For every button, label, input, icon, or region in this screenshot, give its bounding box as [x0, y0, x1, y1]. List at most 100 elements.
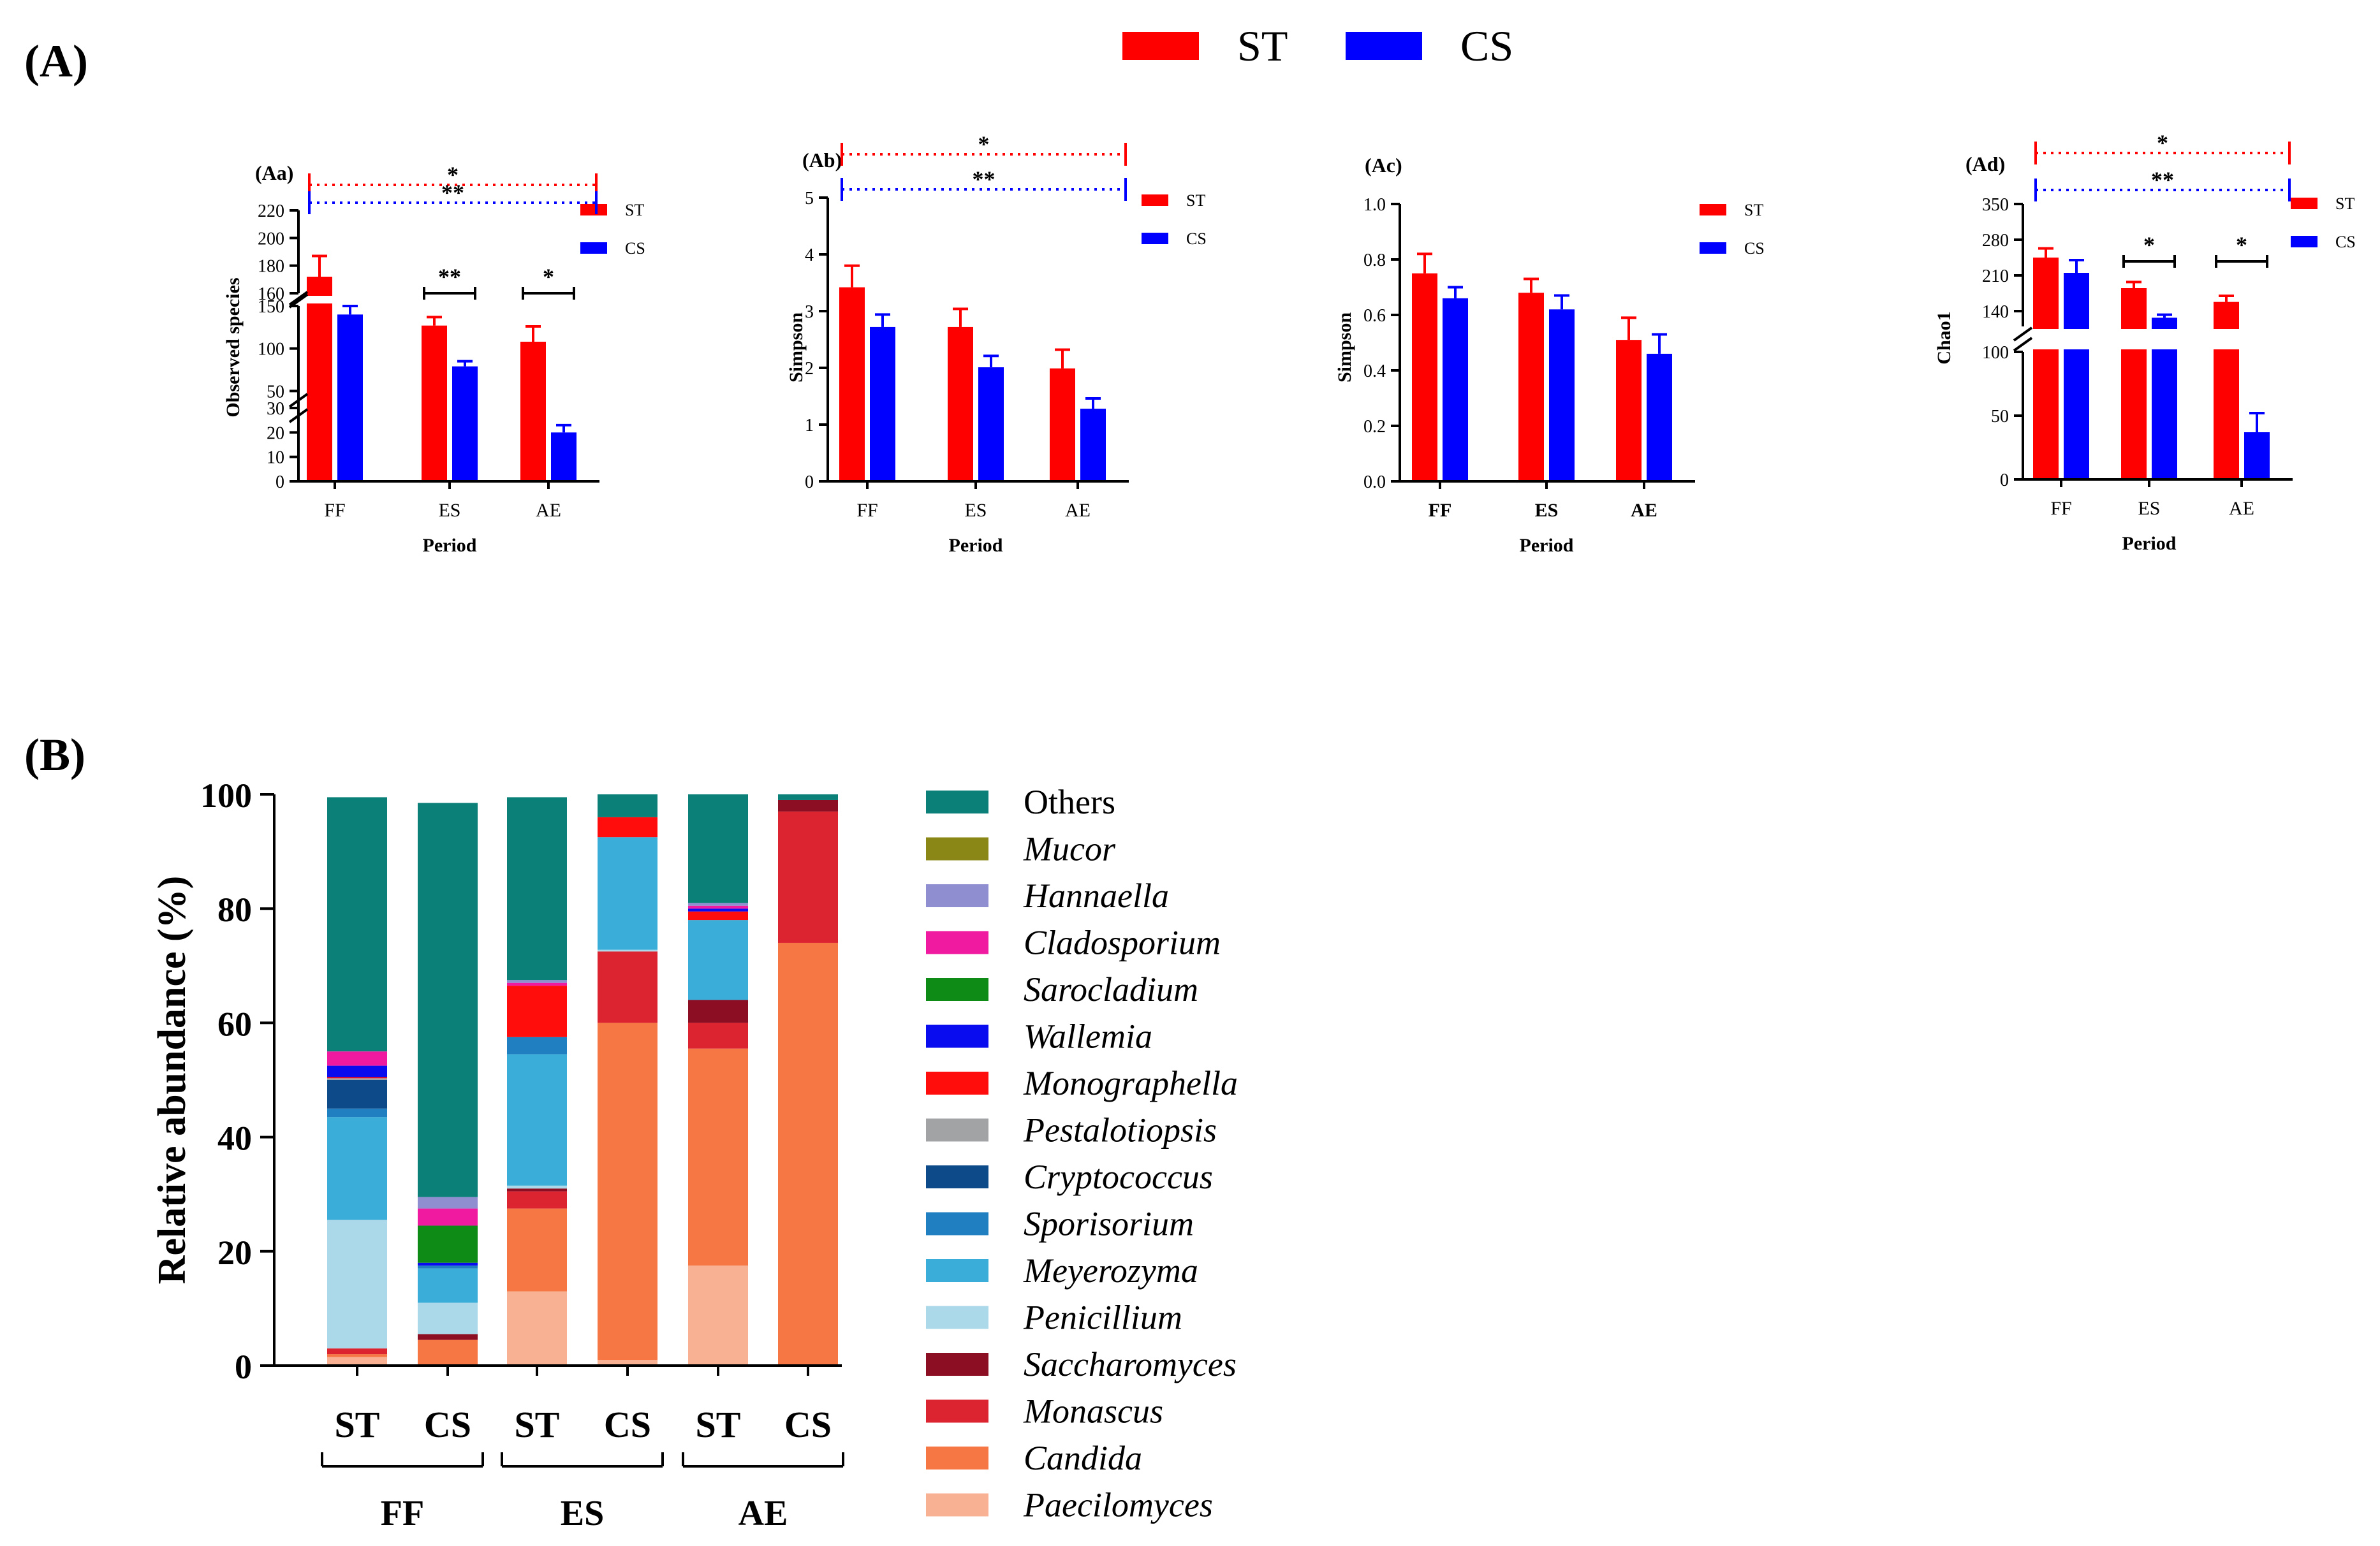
x-tick-label-cs: CS — [604, 1404, 651, 1445]
x-tick-label-cs: CS — [424, 1404, 471, 1445]
x-tick-label-ff: FF — [324, 500, 345, 521]
stack-saccharomyces-2 — [418, 1334, 478, 1340]
stack-monascus-4 — [598, 951, 657, 1023]
x-tick-label-ae: AE — [1631, 500, 1657, 521]
stack-meyerozyma-3 — [507, 1054, 567, 1186]
legend-swatch-meyerozyma — [926, 1259, 988, 1282]
group-label-ae: AE — [738, 1494, 788, 1533]
legend-label-cs: CS — [2335, 233, 2356, 251]
y-axis-label: Relative abundance (%) — [151, 876, 194, 1285]
panel-label: (Ad) — [1965, 152, 2005, 175]
stack-candida-3 — [507, 1208, 567, 1292]
legend-label-candida: Candida — [1024, 1439, 1142, 1477]
y-tick-label: 0 — [235, 1348, 252, 1386]
stack-candida-4 — [598, 1023, 657, 1360]
legend-label-st: ST — [625, 201, 644, 219]
stack-others-3 — [507, 797, 567, 981]
stack-others-1 — [327, 797, 387, 1052]
x-tick-label-ff: FF — [2050, 498, 2071, 519]
y-tick-label: 210 — [1982, 266, 2009, 286]
stack-others-6 — [778, 794, 838, 800]
bar-cs-es — [452, 366, 478, 481]
stack-wallemia-2 — [418, 1262, 478, 1266]
y-tick-label: 350 — [1982, 195, 2009, 215]
y-axis-label: Simpson — [786, 312, 807, 383]
x-tick-label-ae: AE — [536, 500, 561, 521]
group-label-es: ES — [561, 1494, 605, 1533]
x-tick-label-st: ST — [335, 1404, 380, 1445]
bar-st-es — [948, 326, 973, 481]
stack-sporisorium-1 — [327, 1108, 387, 1118]
y-tick-label: 150 — [258, 297, 284, 317]
x-axis-label: Period — [2122, 533, 2177, 554]
x-tick-label-es: ES — [438, 500, 460, 521]
bar-st-es — [1518, 293, 1544, 481]
y-tick-label: 200 — [258, 229, 284, 249]
y-tick-label: 220 — [258, 201, 284, 221]
legend-label-monographella: Monographella — [1023, 1064, 1238, 1102]
legend-label-meyerozyma: Meyerozyma — [1023, 1251, 1198, 1290]
bar-cs-ae — [2244, 432, 2270, 479]
y-tick-label: 0.6 — [1363, 306, 1386, 326]
legend-swatch-hannaella — [926, 884, 988, 907]
y-tick-label: 0.4 — [1363, 361, 1386, 381]
y-tick-label: 1.0 — [1363, 195, 1386, 215]
stack-paecilomyces-3 — [507, 1291, 567, 1366]
stack-penicillium-1 — [327, 1220, 387, 1349]
legend-label-cs: CS — [1744, 239, 1765, 258]
stack-meyerozyma-5 — [688, 920, 748, 1000]
y-tick-label: 0.0 — [1363, 472, 1386, 492]
bar-st-ff — [2033, 258, 2059, 479]
legend-swatch-sarocladium — [926, 978, 988, 1001]
x-tick-label-ae: AE — [1065, 500, 1091, 521]
x-tick-label-es: ES — [2138, 498, 2160, 519]
legend-swatch-monographella — [926, 1072, 988, 1095]
y-tick-label: 5 — [805, 189, 814, 208]
legend-swatch-st — [1700, 204, 1726, 215]
legend-swatch-cryptococcus — [926, 1165, 988, 1188]
top-legend: ST CS — [1122, 22, 1513, 70]
legend-label-others: Others — [1024, 783, 1115, 821]
y-tick-label: 30 — [267, 399, 284, 419]
top-legend-label-st: ST — [1237, 22, 1288, 70]
legend-label-cryptococcus: Cryptococcus — [1024, 1158, 1213, 1196]
bar-cs-ff — [870, 326, 895, 481]
y-tick-label: 0 — [275, 472, 284, 492]
axis-break-mark — [2013, 326, 2033, 342]
stack-saccharomyces-5 — [688, 1000, 748, 1023]
legend-label-sporisorium: Sporisorium — [1024, 1205, 1194, 1243]
legend-label-pestalotiopsis: Pestalotiopsis — [1023, 1111, 1217, 1149]
bar-st-ae — [520, 342, 546, 481]
y-tick-label: 100 — [1982, 343, 2009, 363]
legend-swatch-mucor — [926, 837, 988, 861]
bar-st-ff — [307, 277, 332, 481]
stack-saccharomyces-3 — [507, 1188, 567, 1192]
stack-meyerozyma-1 — [327, 1117, 387, 1220]
legend-label-wallemia: Wallemia — [1024, 1017, 1152, 1056]
y-axis-label: Simpson — [1334, 312, 1355, 383]
y-tick-label: 1 — [805, 416, 814, 435]
stack-saccharomyces-6 — [778, 799, 838, 812]
stack-others-4 — [598, 794, 657, 817]
legend-label-penicillium: Penicillium — [1023, 1299, 1182, 1337]
stack-sporisorium-2 — [418, 1265, 478, 1269]
stack-paecilomyces-5 — [688, 1265, 748, 1366]
x-axis-label: Period — [423, 535, 477, 556]
stack-hannaella-3 — [507, 980, 567, 983]
y-tick-label: 140 — [1982, 302, 2009, 322]
legend-swatch-cs — [1142, 233, 1168, 244]
stack-wallemia-1 — [327, 1065, 387, 1077]
y-tick-label: 40 — [217, 1119, 252, 1158]
stack-candida-5 — [688, 1048, 748, 1266]
significance-star-pair: * — [543, 264, 554, 289]
legend-label-paecilomyces: Paecilomyces — [1023, 1486, 1213, 1524]
y-tick-label: 3 — [805, 302, 814, 322]
axis-break-mark — [2013, 337, 2033, 352]
x-tick-label-es: ES — [1535, 500, 1559, 521]
bar-st-ae — [1050, 368, 1075, 481]
stack-monascus-3 — [507, 1191, 567, 1209]
stack-cryptococcus-1 — [327, 1080, 387, 1109]
stack-wallemia-5 — [688, 908, 748, 912]
